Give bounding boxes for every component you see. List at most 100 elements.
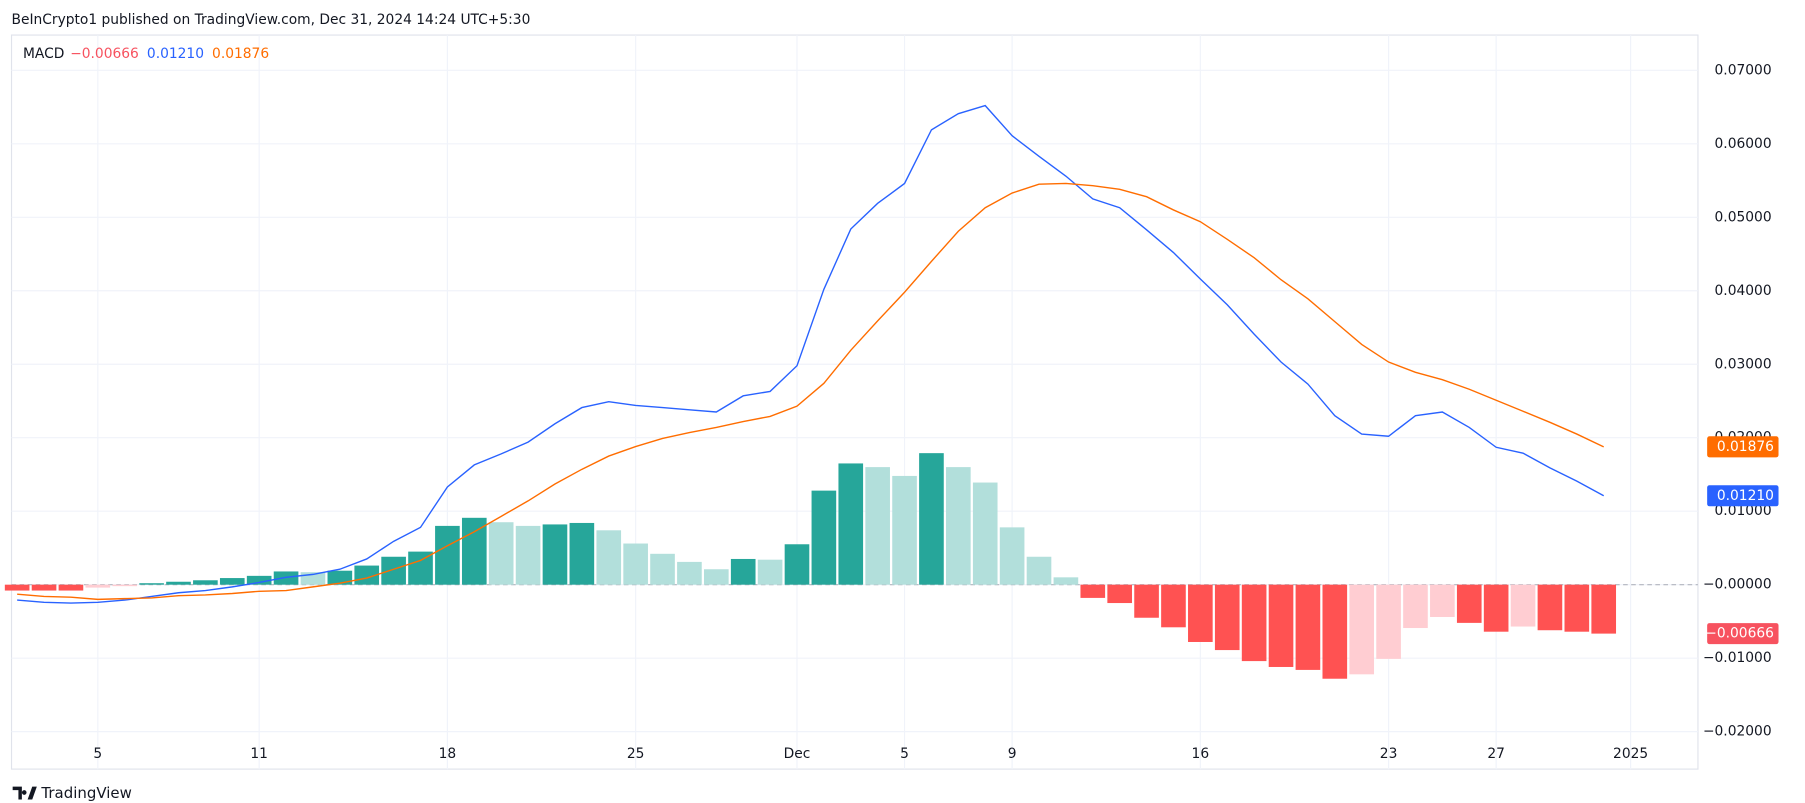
y-tick-label: 0.03000: [1715, 356, 1772, 372]
histogram-bar: [1161, 584, 1186, 628]
histogram-bar: [1268, 584, 1294, 667]
histogram-bar: [838, 463, 864, 585]
axis: 0.070000.060000.050000.040000.030000.020…: [93, 62, 1779, 762]
histogram-bar: [381, 556, 406, 585]
histogram-bar: [1591, 584, 1617, 634]
histogram-bar: [596, 530, 622, 585]
histogram-bar: [1403, 584, 1428, 629]
histogram-bar: [677, 561, 702, 585]
macd-line: [17, 182, 1605, 601]
histogram-bar: [946, 467, 971, 585]
histogram-bar: [461, 517, 487, 585]
histogram-bar: [1483, 584, 1509, 632]
macd-line: [17, 104, 1605, 604]
histogram-bar: [972, 482, 998, 585]
histogram-bar: [112, 584, 138, 587]
histogram-bar: [1134, 584, 1159, 618]
histogram-bar: [1053, 577, 1079, 585]
histogram-bar: [435, 525, 460, 585]
footer-brand: TradingView: [40, 784, 131, 802]
x-tick-label: 5: [900, 746, 909, 762]
histogram-bar: [85, 584, 111, 588]
value-badge: [1707, 485, 1779, 507]
y-tick-label: 0.07000: [1715, 62, 1772, 78]
histogram-bar: [408, 551, 433, 585]
legend-value: −0.00666: [70, 46, 139, 62]
histogram-bar: [542, 524, 568, 585]
value-badge-label: 0.01876: [1717, 439, 1774, 455]
tradingview-logo: TradingView: [12, 784, 132, 802]
histogram-bar: [784, 544, 810, 585]
x-tick-label: 5: [93, 746, 102, 762]
x-tick-label: 18: [439, 746, 457, 762]
y-tick-label: 0.06000: [1715, 136, 1772, 152]
legend-value: 0.01210: [147, 46, 204, 62]
y-tick-label: −0.02000: [1703, 724, 1772, 740]
histogram-bar: [1430, 584, 1455, 618]
value-badge: [1707, 436, 1779, 458]
indicator-name: MACD: [23, 46, 64, 62]
logo-icon: [12, 786, 37, 800]
histogram-bar: [892, 475, 917, 585]
histogram-bar: [919, 453, 944, 585]
histogram-bar: [1322, 584, 1348, 679]
x-tick-label: 23: [1380, 746, 1398, 762]
legend-value: 0.01876: [212, 46, 269, 62]
histogram-bar: [515, 525, 541, 585]
plot-frame: [10, 34, 1699, 770]
grid: [11, 35, 1698, 770]
histogram-bar: [1456, 584, 1482, 623]
histogram-bar: [1349, 584, 1375, 675]
header: BeInCrypto1 published on TradingView.com…: [12, 12, 531, 28]
histogram-bar: [811, 490, 837, 585]
histogram-bar: [58, 584, 84, 591]
histogram-bar: [1080, 584, 1106, 598]
x-tick-label: 27: [1487, 746, 1505, 762]
histogram-bar: [703, 569, 729, 585]
histogram-bar: [650, 553, 675, 585]
histogram-bar: [865, 467, 890, 585]
histogram-bar: [4, 584, 30, 591]
x-tick-label: Dec: [784, 746, 811, 762]
histogram-bar: [757, 559, 783, 585]
histogram-bar: [999, 527, 1025, 585]
histogram-bar: [488, 522, 514, 585]
value-badge-label: −0.00666: [1705, 626, 1774, 642]
x-tick-label: 2025: [1613, 746, 1648, 762]
histogram-bar: [1107, 584, 1132, 604]
histogram-bar: [1295, 584, 1321, 670]
histogram-bar: [1376, 584, 1401, 659]
histogram-bar: [1188, 584, 1213, 642]
histogram-bar: [569, 522, 595, 585]
histogram-bar: [730, 558, 756, 585]
marks: [4, 104, 1617, 679]
x-tick-label: 25: [627, 746, 645, 762]
histogram-bar: [193, 580, 218, 585]
histogram-bar: [273, 571, 299, 585]
x-tick-label: 9: [1008, 746, 1017, 762]
histogram-bar: [1564, 584, 1590, 632]
histogram-bar: [327, 570, 353, 585]
y-tick-label: 0.01000: [1715, 503, 1772, 519]
histogram-bar: [623, 543, 648, 585]
histogram-bar: [246, 575, 272, 585]
x-tick-label: 11: [250, 746, 268, 762]
histogram-bar: [219, 578, 245, 585]
y-tick-label: −0.00000: [1703, 577, 1772, 593]
histogram-bar: [139, 583, 164, 585]
histogram-bar: [1241, 584, 1267, 662]
histogram-bar: [1026, 556, 1052, 585]
histogram-bar: [166, 581, 191, 585]
value-badge-label: 0.01210: [1717, 488, 1774, 504]
histogram-bar: [31, 584, 57, 591]
legend: MACD −0.00666 0.01210 0.01876: [23, 46, 269, 62]
histogram-bar: [1537, 584, 1563, 631]
y-tick-label: 0.04000: [1715, 283, 1772, 299]
x-tick-label: 16: [1192, 746, 1210, 762]
value-badge: [1707, 623, 1779, 645]
y-tick-label: −0.01000: [1703, 650, 1772, 666]
histogram-bar: [1214, 584, 1240, 651]
